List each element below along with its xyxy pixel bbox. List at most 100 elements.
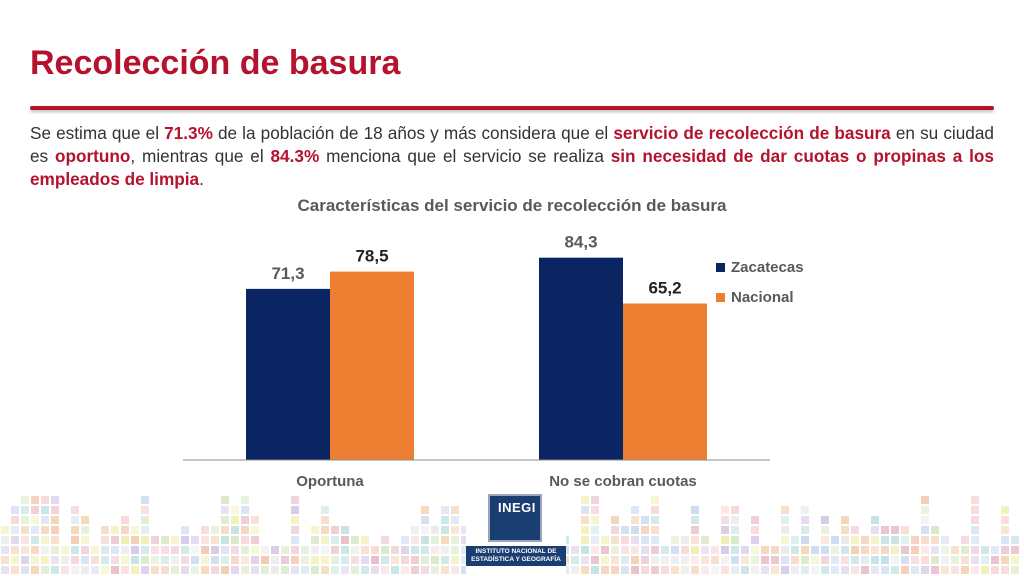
mosaic-tile <box>211 526 219 534</box>
mosaic-tile <box>871 556 879 564</box>
mosaic-tile <box>1 556 9 564</box>
mosaic-tile <box>21 546 29 554</box>
mosaic-tile <box>841 536 849 544</box>
mosaic-tile <box>51 566 59 574</box>
mosaic-tile <box>931 546 939 554</box>
mosaic-tile <box>321 516 329 524</box>
mosaic-tile <box>651 566 659 574</box>
legend-label-zacatecas: Zacatecas <box>731 258 804 276</box>
mosaic-tile <box>201 546 209 554</box>
legend-label-nacional: Nacional <box>731 288 794 306</box>
mosaic-tile <box>71 546 79 554</box>
mosaic-tile <box>441 516 449 524</box>
mosaic-tile <box>451 516 459 524</box>
mosaic-tile <box>351 556 359 564</box>
mosaic-tile <box>421 556 429 564</box>
mosaic-tile <box>61 556 69 564</box>
mosaic-tile <box>361 536 369 544</box>
mosaic-tile <box>31 536 39 544</box>
mosaic-tile <box>681 556 689 564</box>
mosaic-tile <box>31 556 39 564</box>
mosaic-tile <box>221 526 229 534</box>
mosaic-tile <box>441 566 449 574</box>
mosaic-tile <box>741 566 749 574</box>
mosaic-tile <box>971 536 979 544</box>
mosaic-tile <box>461 546 469 554</box>
mosaic-tile <box>601 536 609 544</box>
mosaic-tile <box>51 526 59 534</box>
mosaic-tile <box>241 496 249 504</box>
mosaic-tile <box>591 536 599 544</box>
mosaic-tile <box>991 546 999 554</box>
mosaic-tile <box>231 566 239 574</box>
mosaic-tile <box>681 566 689 574</box>
mosaic-tile <box>301 566 309 574</box>
mosaic-tile <box>791 546 799 554</box>
mosaic-tile <box>1011 546 1019 554</box>
mosaic-tile <box>61 566 69 574</box>
mosaic-tile <box>21 516 29 524</box>
mosaic-tile <box>631 546 639 554</box>
mosaic-tile <box>231 526 239 534</box>
mosaic-tile <box>321 566 329 574</box>
mosaic-tile <box>161 566 169 574</box>
mosaic-tile <box>381 546 389 554</box>
mosaic-tile <box>51 536 59 544</box>
mosaic-tile <box>241 536 249 544</box>
mosaic-tile <box>871 526 879 534</box>
mosaic-tile <box>671 566 679 574</box>
mosaic-tile <box>641 546 649 554</box>
mosaic-tile <box>111 556 119 564</box>
mosaic-tile <box>841 556 849 564</box>
mosaic-tile <box>1011 556 1019 564</box>
mosaic-tile <box>781 566 789 574</box>
mosaic-tile <box>321 546 329 554</box>
mosaic-tile <box>961 566 969 574</box>
mosaic-tile <box>931 536 939 544</box>
mosaic-tile <box>571 546 579 554</box>
mosaic-tile <box>451 526 459 534</box>
mosaic-tile <box>731 536 739 544</box>
mosaic-tile <box>11 536 19 544</box>
mosaic-tile <box>171 566 179 574</box>
mosaic-tile <box>441 546 449 554</box>
mosaic-tile <box>641 526 649 534</box>
mosaic-tile <box>601 566 609 574</box>
mosaic-tile <box>101 536 109 544</box>
mosaic-tile <box>51 506 59 514</box>
mosaic-tile <box>371 556 379 564</box>
mosaic-tile <box>581 556 589 564</box>
mosaic-tile <box>141 516 149 524</box>
mosaic-tile <box>721 556 729 564</box>
mosaic-tile <box>621 546 629 554</box>
mosaic-tile <box>661 546 669 554</box>
mosaic-tile <box>581 566 589 574</box>
mosaic-tile <box>451 566 459 574</box>
mosaic-tile <box>191 546 199 554</box>
mosaic-tile <box>941 536 949 544</box>
mosaic-tile <box>611 546 619 554</box>
bar-zacatecas-2 <box>539 257 623 460</box>
mosaic-tile <box>401 546 409 554</box>
mosaic-tile <box>641 536 649 544</box>
mosaic-tile <box>141 536 149 544</box>
mosaic-tile <box>321 556 329 564</box>
mosaic-tile <box>931 526 939 534</box>
mosaic-tile <box>231 556 239 564</box>
mosaic-tile <box>631 536 639 544</box>
legend-swatch-zacatecas <box>716 262 725 272</box>
mosaic-tile <box>951 566 959 574</box>
mosaic-tile <box>851 566 859 574</box>
intro-text-5: menciona que el servicio se realiza <box>319 146 611 166</box>
mosaic-tile <box>741 556 749 564</box>
mosaic-tile <box>431 546 439 554</box>
mosaic-tile <box>821 556 829 564</box>
mosaic-tile <box>601 556 609 564</box>
legend-swatch-nacional <box>716 292 725 302</box>
mosaic-tile <box>341 536 349 544</box>
inegi-logo-name: INEGI <box>498 500 536 515</box>
mosaic-tile <box>401 556 409 564</box>
mosaic-tile <box>261 546 269 554</box>
mosaic-tile <box>251 516 259 524</box>
mosaic-tile <box>281 556 289 564</box>
